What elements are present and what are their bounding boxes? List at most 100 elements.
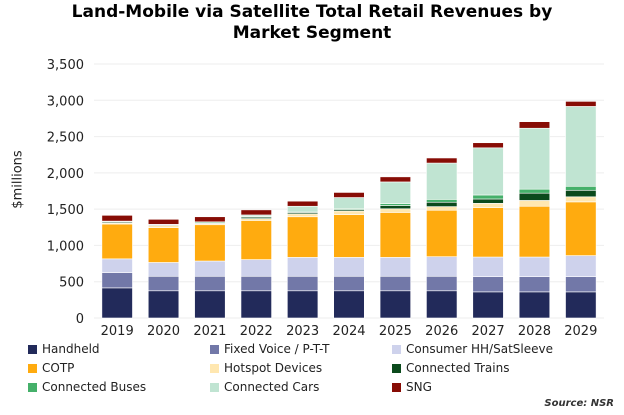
- y-tick-label: 2,500: [47, 131, 84, 146]
- bar-segment-connected-trains: [565, 189, 597, 198]
- x-tick-label: 2028: [518, 324, 551, 339]
- x-tick-label: 2025: [379, 324, 412, 339]
- bar-segment-fixed-voice-p-t-t: [287, 275, 319, 292]
- bar-segment-fixed-voice-p-t-t: [472, 276, 504, 293]
- bar-segment-handheld: [147, 290, 180, 319]
- bar-segment-consumer-hh-satsleeve: [565, 255, 597, 277]
- bar-segment-cotp: [379, 212, 411, 258]
- legend-swatch: [210, 382, 219, 392]
- bar-segment-connected-cars: [426, 162, 458, 200]
- bar-segment-hotspot-devices: [287, 213, 319, 218]
- bar-segment-consumer-hh-satsleeve: [379, 257, 411, 277]
- source-note: Source: NSR: [544, 398, 614, 409]
- bar-segment-cotp: [194, 224, 226, 262]
- y-tick-label: 0: [76, 312, 84, 327]
- x-tick-label: 2020: [147, 324, 180, 339]
- bar-segment-hotspot-devices: [333, 210, 365, 215]
- legend-item: Consumer HH/SatSleeve: [392, 342, 553, 356]
- bar-segment-consumer-hh-satsleeve: [240, 259, 272, 277]
- bar-segment-handheld: [194, 290, 226, 319]
- bar-segment-fixed-voice-p-t-t: [147, 275, 180, 292]
- bar-segment-handheld: [472, 291, 504, 319]
- legend-label: Hotspot Devices: [224, 361, 323, 375]
- bar-segment-sng: [426, 157, 458, 164]
- bar-segment-connected-buses: [472, 194, 504, 200]
- bar-segment-connected-trains: [426, 201, 458, 207]
- legend-item: Handheld: [28, 342, 100, 356]
- bar-segment-connected-buses: [426, 199, 458, 203]
- bar-segment-consumer-hh-satsleeve: [101, 258, 133, 273]
- y-tick-label: 3,500: [47, 58, 84, 73]
- legend-item: Fixed Voice / P-T-T: [210, 342, 330, 356]
- bar-segment-consumer-hh-satsleeve: [147, 262, 180, 277]
- legend-label: Handheld: [42, 342, 100, 356]
- bar-segment-connected-cars: [287, 205, 319, 213]
- legend-item: COTP: [28, 361, 74, 375]
- bar-segment-fixed-voice-p-t-t: [426, 275, 458, 292]
- x-tick-label: 2024: [332, 324, 365, 339]
- bar-segment-hotspot-devices: [565, 196, 597, 203]
- bar-segment-connected-trains: [379, 205, 411, 210]
- y-tick-label: 500: [59, 276, 84, 291]
- bar-segment-cotp: [147, 227, 180, 263]
- bar-segment-cotp: [426, 209, 458, 257]
- bar-segment-hotspot-devices: [379, 208, 411, 213]
- legend-item: SNG: [392, 380, 432, 394]
- legend-swatch: [210, 344, 219, 354]
- chart-title: Land-Mobile via Satellite Total Retail R…: [71, 2, 553, 43]
- bar-segment-connected-cars: [518, 127, 551, 190]
- legend-item: Connected Cars: [210, 380, 319, 394]
- legend-swatch: [28, 382, 37, 392]
- bar-segment-cotp: [333, 214, 365, 258]
- legend-label: Consumer HH/SatSleeve: [406, 342, 553, 356]
- bar-segment-sng: [287, 200, 319, 207]
- bar-segment-connected-cars: [565, 106, 597, 187]
- bar-segment-connected-buses: [565, 185, 597, 191]
- legend-swatch: [28, 363, 37, 373]
- legend-item: Hotspot Devices: [210, 361, 322, 375]
- bar-segment-consumer-hh-satsleeve: [194, 260, 226, 277]
- bar-segment-connected-cars: [379, 181, 411, 205]
- bar-segment-consumer-hh-satsleeve: [333, 257, 365, 277]
- y-tick-label: 1,500: [47, 203, 84, 218]
- bar-segment-hotspot-devices: [518, 200, 551, 207]
- bar-segment-fixed-voice-p-t-t: [565, 276, 597, 293]
- bar-segment-hotspot-devices: [147, 225, 180, 228]
- legend-label: Fixed Voice / P-T-T: [224, 342, 330, 356]
- legend-label: Connected Cars: [224, 380, 320, 394]
- bar-segment-sng: [194, 216, 226, 223]
- bar-segment-handheld: [287, 290, 319, 319]
- bar-segment-connected-trains: [518, 192, 551, 201]
- x-tick-label: 2019: [101, 324, 134, 339]
- bar-segment-sng: [472, 142, 504, 149]
- legend-label: Connected Buses: [42, 380, 147, 394]
- legend-swatch: [392, 344, 401, 354]
- legend-label: COTP: [42, 361, 75, 375]
- bar-segment-cotp: [518, 205, 551, 258]
- bar-segment-hotspot-devices: [472, 203, 504, 208]
- bar-segment-fixed-voice-p-t-t: [194, 275, 226, 292]
- bar-segment-handheld: [565, 291, 597, 319]
- x-tick-label: 2026: [425, 324, 458, 339]
- bar-segment-consumer-hh-satsleeve: [287, 257, 319, 277]
- bar-segment-cotp: [101, 223, 133, 260]
- legend-label: Connected Trains: [406, 361, 510, 375]
- bar-segment-fixed-voice-p-t-t: [240, 275, 272, 292]
- bar-segment-cotp: [240, 220, 272, 260]
- legend-swatch: [392, 363, 401, 373]
- bar-segment-sng: [518, 121, 551, 129]
- y-tick-label: 3,000: [47, 94, 84, 109]
- bar-segment-connected-cars: [333, 197, 365, 209]
- bar-segment-fixed-voice-p-t-t: [333, 275, 365, 292]
- y-tick-label: 2,000: [47, 167, 84, 182]
- bar-segment-cotp: [565, 201, 597, 256]
- bar-segment-handheld: [101, 287, 133, 319]
- bar-segment-hotspot-devices: [426, 206, 458, 211]
- bar-segment-handheld: [333, 290, 365, 319]
- bar-segment-sng: [240, 209, 272, 216]
- bar-segment-fixed-voice-p-t-t: [518, 276, 551, 293]
- bar-segment-consumer-hh-satsleeve: [472, 256, 504, 277]
- bar-segment-connected-trains: [472, 198, 504, 204]
